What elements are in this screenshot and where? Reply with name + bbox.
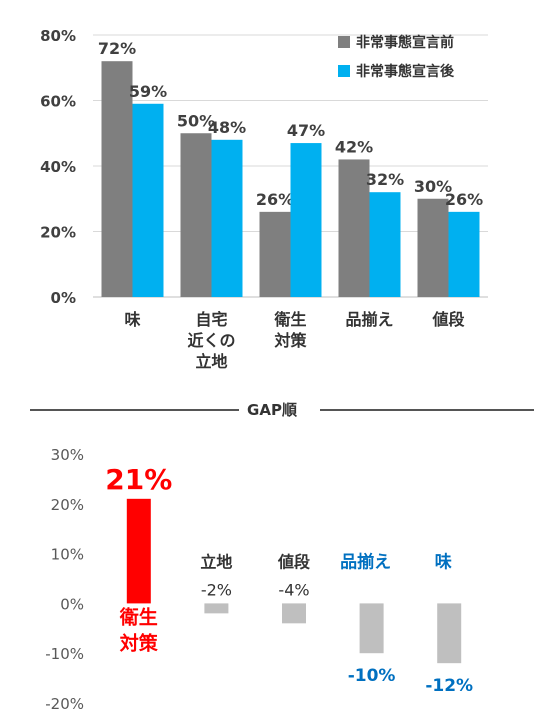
data-label: 30% [414, 177, 452, 196]
y-tick-label: 20% [40, 224, 76, 242]
y-tick-label: 0% [60, 595, 84, 613]
bar-before [101, 61, 133, 298]
bar-after [448, 211, 480, 297]
x-tick-label: 対策 [273, 331, 307, 350]
gap-section-header: GAP順 [0, 398, 544, 422]
y-tick-label: 40% [40, 158, 76, 176]
data-label: 47% [287, 121, 325, 140]
bar-before [259, 211, 291, 297]
y-tick-label: -20% [45, 695, 84, 713]
divider-line-left [30, 409, 240, 411]
data-label: 26% [256, 190, 294, 209]
bar-after [369, 192, 401, 297]
gap-bar [282, 603, 306, 624]
data-label: 59% [129, 82, 167, 101]
legend-swatch [338, 65, 350, 77]
x-tick-label: 衛生 [273, 310, 306, 329]
legend-swatch [338, 36, 350, 48]
x-tick-label: 味 [124, 310, 140, 329]
x-tick-label: 立地 [195, 352, 227, 371]
data-label: -2% [201, 580, 232, 599]
divider-line-right [320, 409, 534, 411]
data-label: 32% [366, 170, 404, 189]
bar-after [211, 139, 243, 297]
bar-before [417, 198, 449, 297]
x-tick-label: 値段 [277, 552, 311, 571]
y-tick-label: 20% [51, 496, 84, 514]
x-tick-label: 味 [435, 551, 452, 572]
data-label: 48% [208, 118, 246, 137]
x-tick-label: 立地 [200, 552, 232, 571]
data-label: 42% [335, 137, 373, 156]
gap-chart-title: GAP順 [239, 401, 305, 419]
gap-bar [437, 603, 462, 664]
y-tick-label: 60% [40, 93, 76, 111]
x-tick-label: 自宅 [195, 310, 227, 329]
data-label: -4% [278, 580, 309, 599]
data-label: 21% [105, 463, 172, 496]
gap-bar [204, 603, 229, 614]
x-tick-label: 対策 [119, 631, 159, 654]
data-label: 72% [98, 39, 136, 58]
y-tick-label: 10% [51, 546, 84, 564]
bar-after [132, 103, 164, 298]
x-tick-label: 衛生 [119, 605, 158, 628]
data-label: -12% [425, 676, 473, 696]
data-label: -10% [348, 666, 396, 686]
y-tick-label: 0% [51, 289, 76, 307]
x-tick-label: 品揃え [345, 310, 393, 329]
y-tick-label: 30% [51, 446, 84, 464]
gap-bar [359, 603, 384, 654]
legend-label: 非常事態宣言後 [356, 63, 455, 80]
bar-after [290, 143, 322, 297]
bar-before [180, 133, 212, 297]
x-tick-label: 値段 [431, 310, 465, 329]
gap-bar [126, 498, 151, 604]
data-label: 50% [177, 111, 215, 130]
data-label: 26% [445, 190, 483, 209]
legend-label: 非常事態宣言前 [356, 34, 454, 51]
x-tick-label: 近くの [187, 331, 235, 350]
x-tick-label: 品揃え [340, 551, 391, 572]
y-tick-label: 80% [40, 27, 76, 45]
y-tick-label: -10% [45, 645, 84, 663]
bar-before [338, 159, 370, 297]
